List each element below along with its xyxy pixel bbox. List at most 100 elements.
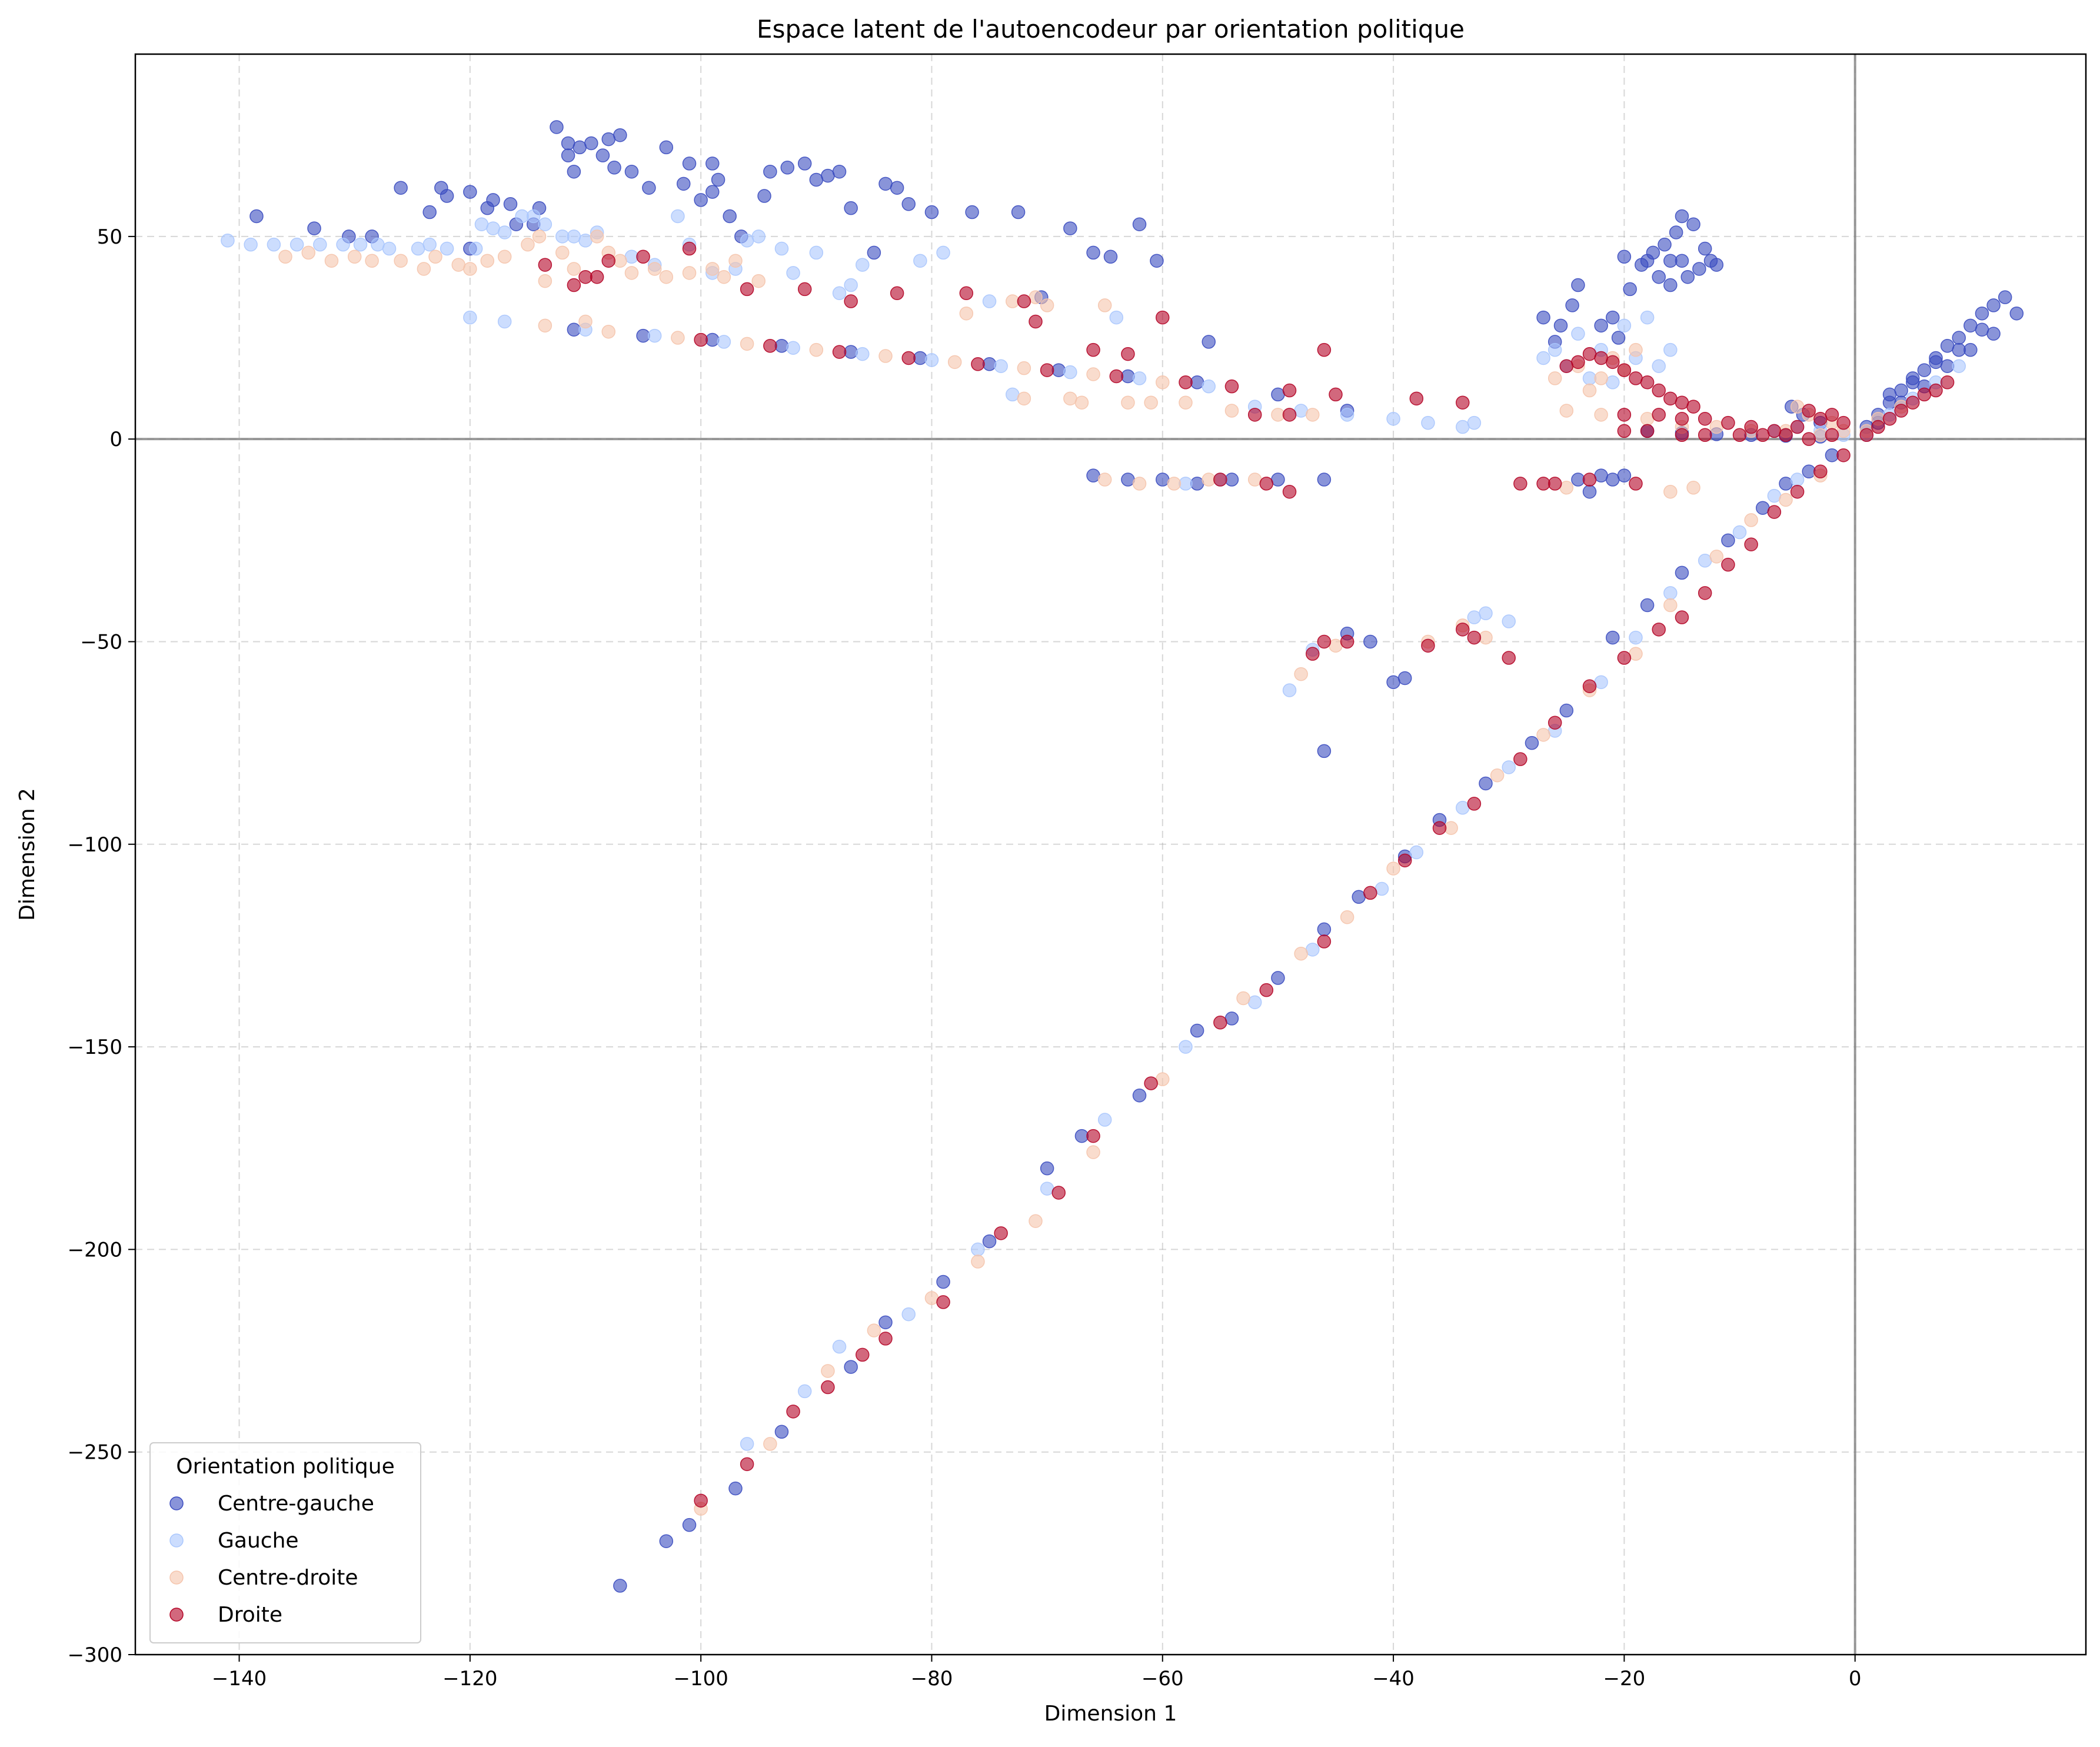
data-point (1317, 634, 1332, 649)
data-point (1698, 428, 1712, 442)
data-point (1202, 379, 1216, 394)
data-point (959, 286, 974, 301)
data-point (1132, 371, 1147, 385)
data-point (1882, 387, 1897, 402)
data-point (1802, 464, 1816, 479)
data-point (965, 205, 979, 219)
y-axis-ticks: 50 0 −50 −100 −150 −200 −250 −300 (68, 225, 135, 1667)
data-point (878, 349, 893, 363)
data-point (1224, 379, 1239, 394)
data-point (1040, 298, 1054, 312)
data-point (1467, 415, 1482, 430)
data-point (1132, 477, 1147, 491)
data-point (671, 209, 685, 224)
data-point (371, 237, 385, 252)
data-point (1247, 995, 1262, 1010)
data-point (1051, 1186, 1066, 1200)
data-point (1456, 623, 1470, 637)
data-point (1559, 481, 1574, 495)
data-point (1294, 946, 1308, 961)
data-point (757, 189, 771, 203)
data-point (809, 172, 824, 187)
data-point (521, 237, 535, 252)
legend: Orientation politique Centre-gauche Gauch… (149, 1442, 421, 1643)
data-point (971, 357, 985, 371)
data-point (561, 148, 575, 162)
data-point (1190, 375, 1204, 390)
data-point (1940, 359, 1955, 373)
data-point (659, 1534, 674, 1548)
series-gauche (221, 209, 1966, 1451)
data-point (1029, 290, 1043, 304)
data-point (682, 266, 697, 280)
data-point (613, 128, 627, 142)
data-point (301, 245, 315, 260)
data-point (221, 234, 235, 248)
data-point (578, 269, 593, 284)
data-point (682, 241, 697, 256)
data-point (2009, 306, 2024, 321)
data-point (578, 314, 593, 329)
data-point (1317, 934, 1332, 949)
data-point (1646, 245, 1660, 260)
data-point (1617, 408, 1632, 422)
data-point (1179, 477, 1193, 491)
data-point (1386, 675, 1400, 690)
data-point (1825, 448, 1839, 462)
data-point (786, 266, 800, 280)
data-point (1582, 371, 1597, 385)
data-point (1675, 565, 1689, 580)
data-point (1097, 472, 1112, 487)
data-point (809, 245, 824, 260)
x-axis-ticks: −140 −120 −100 −80 −60 −40 −20 0 (212, 1655, 1862, 1691)
data-point (567, 164, 581, 179)
data-point (636, 249, 650, 264)
data-point (1156, 375, 1170, 390)
data-point (878, 1332, 893, 1346)
data-point (856, 258, 870, 272)
data-point (1582, 472, 1597, 487)
data-point (1086, 468, 1100, 482)
data-point (1744, 537, 1758, 551)
data-point (1940, 339, 1955, 353)
data-point (1386, 411, 1400, 426)
data-point (1074, 1129, 1089, 1143)
data-point (1617, 318, 1632, 333)
data-point (1306, 647, 1320, 661)
data-point (1006, 387, 1020, 402)
data-point (821, 1380, 835, 1395)
data-point (1421, 638, 1435, 653)
data-point (1802, 432, 1816, 446)
data-point (1767, 424, 1782, 438)
data-point (1790, 400, 1805, 414)
data-point (1271, 408, 1285, 422)
data-point (613, 254, 627, 268)
data-point (1813, 411, 1828, 426)
data-point (1790, 472, 1805, 487)
data-point (1513, 752, 1527, 766)
data-point (1640, 375, 1655, 390)
data-point (394, 181, 408, 195)
data-point (647, 328, 662, 343)
data-point (751, 274, 766, 288)
data-point (1525, 736, 1539, 750)
data-point (982, 357, 997, 371)
data-point (538, 217, 553, 231)
data-point (1629, 477, 1643, 491)
data-point (624, 164, 639, 179)
data-point (1802, 404, 1816, 418)
data-point (1202, 472, 1216, 487)
data-point (982, 294, 997, 308)
data-point (1698, 411, 1712, 426)
data-point (1553, 318, 1568, 333)
data-point (1721, 533, 1735, 548)
data-point (1329, 387, 1343, 402)
data-point (417, 262, 431, 276)
data-point (440, 189, 454, 203)
data-point (428, 249, 442, 264)
data-point (1767, 488, 1782, 503)
data-point (1547, 371, 1562, 385)
data-point (1547, 342, 1562, 357)
data-point (1986, 298, 2001, 312)
